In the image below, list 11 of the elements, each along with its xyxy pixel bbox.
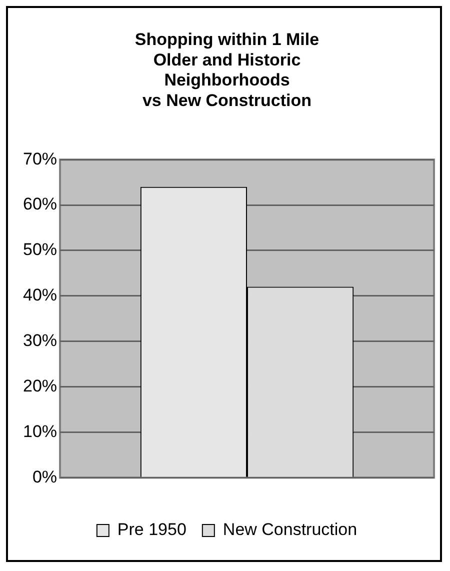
y-tick-label: 40% [22,286,58,305]
y-tick-label: 70% [22,149,58,168]
legend-label: Pre 1950 [117,520,186,540]
y-tick-label: 20% [22,376,58,396]
y-tick-label: 30% [22,331,58,350]
y-tick-label: 50% [22,240,58,260]
chart-title: Shopping within 1 Mile Older and Historic Neighborhoods vs New Construction [134,30,320,110]
legend-label: New Construction [222,520,358,540]
y-tick-label: 0% [32,467,58,486]
y-tick-label: 10% [22,422,58,441]
y-tick-label: 60% [22,194,58,214]
